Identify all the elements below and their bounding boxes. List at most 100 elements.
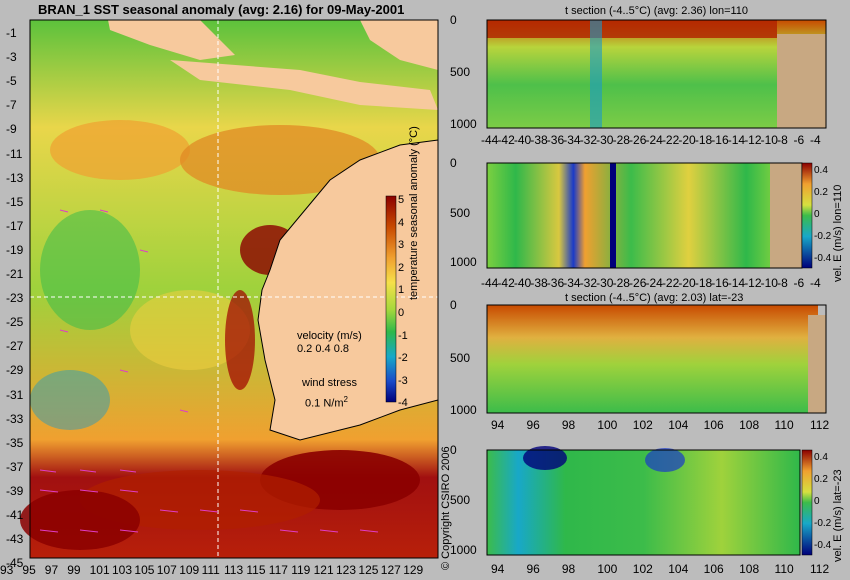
panel-y-tick: 0 — [450, 13, 457, 27]
panel-x-tick: -44 — [481, 133, 499, 147]
panel-y-tick: 500 — [450, 350, 471, 365]
map-x-tick: 111 — [201, 563, 220, 577]
map-y-tick: -29 — [6, 363, 24, 378]
panel-x-tick: -44 — [481, 276, 499, 290]
map-y-tick: -35 — [6, 435, 24, 450]
colorbar-main-tick: -2 — [398, 352, 408, 365]
panel-x-tick: -40 — [513, 133, 532, 147]
panel-x-tick: 100 — [597, 562, 618, 576]
map-y-tick: -23 — [6, 291, 24, 306]
colorbar-main-tick: 1 — [398, 284, 405, 297]
panel-y-tick: 0 — [450, 298, 457, 312]
panel-y-tick: 1000 — [450, 403, 477, 417]
panel-y-tick: 500 — [450, 65, 471, 79]
colorbar-main-tick: -3 — [398, 374, 408, 387]
colorbar-main-label: temperature seasonal anomaly (°C) — [408, 126, 420, 300]
panel-x-tick: -8 — [777, 133, 788, 147]
velocity-legend-label: velocity (m/s) — [297, 330, 362, 342]
section-panel-3 — [486, 304, 827, 414]
panel-y-tick: 1000 — [450, 255, 477, 269]
panel-x-tick: -6 — [793, 133, 805, 147]
panel-x-tick: -40 — [513, 276, 532, 290]
colorbar-vel-tick: -0.4 — [814, 540, 832, 551]
map-y-tick: -13 — [6, 170, 24, 185]
colorbar-vel-tick: -0.4 — [814, 253, 832, 264]
panel-x-tick: 96 — [526, 418, 540, 432]
map-y-tick: -21 — [6, 267, 24, 281]
colorbar-main-tick: -4 — [398, 397, 408, 410]
panel-x-tick: -18 — [694, 276, 713, 290]
panel-x-tick: -4 — [810, 133, 821, 147]
panel-x-tick: 98 — [561, 562, 576, 576]
map-x-tick: 103 — [112, 563, 133, 577]
panel-x-tick: -32 — [579, 276, 598, 290]
panel-x-tick: -16 — [711, 276, 729, 290]
panel-x-tick: 102 — [632, 562, 653, 576]
map-y-tick: -37 — [6, 459, 24, 474]
section-panel-2 — [486, 162, 813, 269]
map-x-tick: 93 — [0, 563, 14, 577]
map-y-tick: -31 — [6, 387, 24, 402]
colorbar-main-tick: -1 — [398, 329, 408, 342]
panel-x-tick: 94 — [491, 562, 505, 576]
panel-x-tick: -26 — [629, 276, 647, 290]
colorbar-vel-tick: -0.2 — [814, 231, 832, 242]
page-title: BRAN_1 SST seasonal anomaly (avg: 2.16) … — [38, 2, 405, 17]
panel-x-tick: -14 — [727, 133, 746, 147]
map-y-tick: -3 — [6, 50, 17, 65]
map-y-tick: -33 — [6, 411, 24, 426]
panel-x-tick: -12 — [744, 133, 762, 147]
panel-1-title: t section (-4..5°C) (avg: 2.36) lon=110 — [565, 5, 749, 17]
colorbar-main-tick: 3 — [398, 239, 405, 252]
panel-x-tick: -42 — [497, 133, 515, 147]
map-y-tick: -15 — [6, 194, 24, 209]
panel-x-tick: -8 — [777, 276, 788, 290]
colorbar-main-tick: 0 — [398, 307, 405, 319]
colorbar-main-tick: 4 — [398, 216, 405, 229]
panel-x-tick: 102 — [632, 418, 653, 432]
panel-x-tick: 110 — [774, 562, 794, 576]
map-x-tick: 107 — [156, 563, 177, 577]
map-x-tick: 97 — [44, 563, 59, 577]
panel-x-tick: -38 — [530, 133, 548, 147]
wind-legend-label: wind stress — [302, 377, 358, 389]
panel-y-tick: 500 — [450, 205, 471, 220]
panel-x-tick: -24 — [645, 133, 663, 147]
panel-y-tick: 500 — [450, 493, 471, 507]
map-x-tick: 109 — [179, 563, 200, 577]
panel-x-tick: -26 — [629, 133, 647, 147]
map-x-tick: 129 — [403, 563, 424, 577]
map-y-tick: -41 — [6, 508, 24, 522]
panel-y-tick: 0 — [450, 156, 457, 170]
panel-x-tick: -38 — [530, 276, 548, 290]
map-x-tick: 125 — [358, 563, 379, 577]
panel-x-tick: 106 — [703, 418, 724, 432]
panel-x-tick: -22 — [661, 276, 680, 290]
map-y-tick: -9 — [6, 122, 17, 137]
map-y-tick: -43 — [6, 532, 24, 547]
panel-x-tick: 100 — [597, 418, 618, 432]
panel-x-tick: -30 — [596, 133, 614, 147]
panel-x-tick: -24 — [645, 276, 663, 290]
colorbar-main-tick: 5 — [398, 194, 405, 206]
colorbar-vel-tick: 0 — [814, 209, 820, 220]
panel-x-tick: 112 — [810, 418, 830, 432]
panel-x-tick: -20 — [678, 133, 696, 147]
panel-x-tick: 108 — [739, 562, 760, 576]
map-y-tick: -11 — [6, 146, 23, 161]
colorbar-vel-tick: 0.2 — [814, 187, 828, 198]
section-panel-1 — [486, 19, 827, 129]
panel-x-tick: -10 — [760, 276, 778, 290]
map-y-tick: -19 — [6, 242, 24, 257]
colorbar-vel-tick: 0.4 — [814, 165, 828, 176]
panel-x-tick: 98 — [561, 418, 576, 432]
panel-y-tick: 1000 — [450, 117, 477, 131]
panel-x-tick: -28 — [612, 276, 630, 290]
map-x-tick: 119 — [291, 563, 311, 577]
map-y-tick: -1 — [6, 26, 17, 40]
panel-x-tick: -14 — [727, 276, 746, 290]
panel-x-tick: 104 — [668, 562, 689, 576]
panel-x-tick: -34 — [563, 133, 581, 147]
panel-x-tick: -6 — [793, 276, 805, 290]
